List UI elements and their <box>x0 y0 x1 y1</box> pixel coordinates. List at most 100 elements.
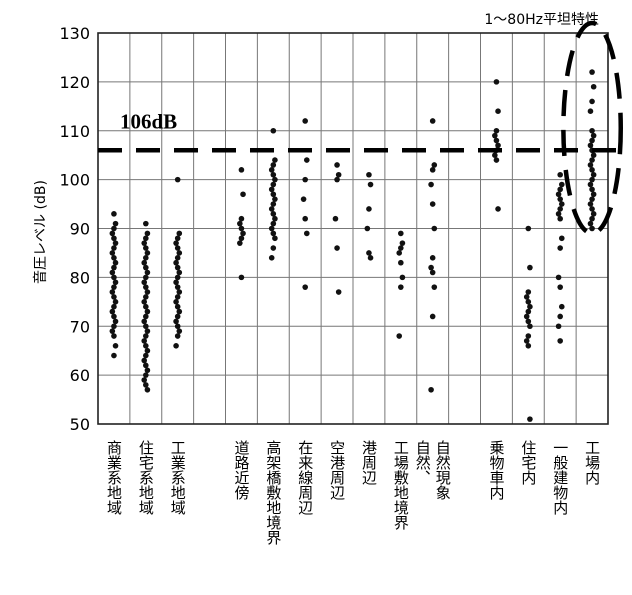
category-label: 商業系地域 <box>105 440 123 515</box>
data-point <box>523 294 530 300</box>
y-tick-label: 70 <box>70 317 90 336</box>
data-point <box>431 225 438 232</box>
data-point <box>109 269 116 276</box>
data-point <box>428 181 434 188</box>
data-point <box>302 118 308 124</box>
category-label: 一般建物内 <box>551 440 569 516</box>
data-point <box>558 201 565 207</box>
data-point <box>429 201 436 207</box>
data-point <box>174 245 181 251</box>
highlight-ellipse <box>561 20 623 236</box>
data-point <box>111 284 117 290</box>
data-point <box>334 176 340 183</box>
data-point <box>270 191 277 198</box>
data-point <box>589 98 595 105</box>
data-point <box>144 230 151 237</box>
data-point <box>111 264 117 271</box>
data-point <box>141 377 148 383</box>
category-label: 工場敷地境界 <box>392 440 410 530</box>
data-point <box>268 225 275 232</box>
y-ticks: 50 60 70 80 90 100 110 120 130 <box>59 24 90 434</box>
data-point <box>367 181 374 188</box>
y-tick-label: 100 <box>59 171 90 190</box>
data-point <box>557 338 563 344</box>
data-point <box>495 142 501 149</box>
data-point <box>238 225 245 232</box>
data-point <box>174 333 181 339</box>
category-labels: 商業系地域 住宅系地域 工業系地域 道路近傍 高架橋敷地境界 在来線周辺 空港周辺 港周辺 工場… <box>105 440 601 545</box>
data-point <box>141 279 148 286</box>
data-point <box>525 343 532 349</box>
data-point <box>399 274 406 281</box>
data-point <box>495 108 501 114</box>
data-point <box>367 255 374 261</box>
data-point <box>111 274 117 281</box>
data-point <box>525 289 532 295</box>
data-point <box>109 308 116 315</box>
category-label: 住宅内 <box>519 440 537 486</box>
data-point <box>174 294 181 300</box>
data-point <box>493 137 500 144</box>
data-point <box>492 152 498 158</box>
category-label: 道路近傍 <box>232 440 250 500</box>
data-point <box>334 162 340 168</box>
data-point <box>557 245 563 251</box>
data-point <box>557 206 563 212</box>
data-point <box>525 318 532 325</box>
data-point <box>111 303 117 310</box>
data-point <box>557 284 563 290</box>
data-point <box>176 328 183 334</box>
data-point <box>111 245 117 251</box>
chart-title: 1～80Hz平坦特性 <box>484 12 599 28</box>
data-point <box>238 274 245 281</box>
category-label: 空港周辺 <box>328 440 346 500</box>
data-point <box>525 333 532 339</box>
data-point <box>141 259 148 266</box>
data-point <box>111 323 117 330</box>
data-point <box>429 255 436 261</box>
data-point <box>144 386 151 393</box>
data-point <box>587 220 594 227</box>
data-point <box>396 333 403 339</box>
data-point <box>141 240 148 246</box>
data-point <box>144 328 151 334</box>
data-point <box>268 255 275 261</box>
data-point <box>238 235 245 242</box>
data-point <box>272 157 278 163</box>
data-point <box>143 255 149 261</box>
data-point <box>589 176 595 183</box>
data-point <box>557 313 563 320</box>
data-point <box>272 176 278 183</box>
annotations: 106dB <box>98 20 628 236</box>
data-point <box>272 235 278 242</box>
data-point <box>590 191 597 198</box>
data-point <box>429 313 436 320</box>
data-point <box>587 181 594 188</box>
data-point <box>143 274 149 281</box>
data-point <box>590 152 597 158</box>
data-point <box>398 230 404 237</box>
data-point <box>587 201 594 207</box>
data-point <box>143 313 149 320</box>
data-point <box>176 230 183 237</box>
data-point <box>112 318 119 325</box>
data-point <box>272 196 278 202</box>
data-point <box>144 269 151 276</box>
data-point <box>270 230 277 237</box>
data-point <box>144 250 151 256</box>
data-point <box>587 162 594 168</box>
data-point <box>527 264 533 271</box>
data-point <box>590 83 597 90</box>
data-point <box>270 162 277 168</box>
data-point <box>302 215 308 222</box>
data-point <box>143 220 149 227</box>
grid-lines <box>98 32 608 425</box>
data-point <box>111 255 117 261</box>
category-label: 港周辺 <box>360 440 378 485</box>
data-point <box>112 279 119 286</box>
data-point <box>143 343 149 349</box>
data-point <box>590 211 597 217</box>
data-point <box>493 127 500 134</box>
data-point <box>174 235 181 242</box>
data-point <box>144 289 151 295</box>
